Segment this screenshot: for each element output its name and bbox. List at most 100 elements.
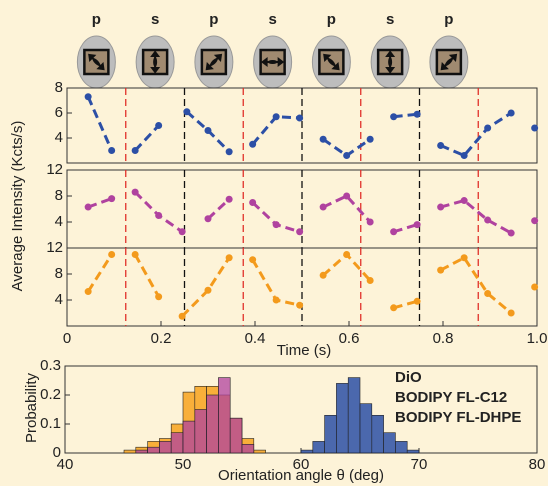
x-tick-label: 0.2 [151,330,172,347]
x-tick-label: 0.6 [339,330,360,347]
icon-arrow [385,50,396,74]
data-point [249,140,257,148]
y-tick-label: 4 [55,213,63,230]
data-point [155,212,163,219]
data-point [131,147,139,154]
data-point [178,312,186,320]
polarization-label: s [151,11,159,28]
legend-entry: BODIPY FL-C12 [395,389,507,406]
data-point [204,286,212,294]
icon-arrow [323,53,340,71]
histogram-bar [135,449,148,454]
data-point [296,228,304,236]
x-tick-label: 1.0 [527,330,548,347]
histogram-bar [194,409,207,454]
data-point [319,135,327,143]
data-point [131,188,139,196]
polarization-label: s [268,11,276,28]
x-tick-label: 0.8 [433,330,454,347]
data-point [108,251,116,258]
data-point [108,147,116,154]
histogram-bar [383,432,396,454]
histogram-bar [218,377,231,454]
polarization-label: s [386,11,394,28]
data-point [531,124,539,132]
data-point [225,148,233,156]
histogram-bar [241,443,255,454]
polarization-label: p [327,11,336,28]
data-point [204,127,212,134]
data-point [366,218,374,226]
y-tick-label: 4 [55,129,63,146]
x-tick-label: 0 [63,330,71,347]
data-point [108,195,116,203]
data-point [413,221,421,229]
data-point [484,290,492,297]
legend-entry: BODIPY FL-DHPE [395,409,521,426]
icon-arrow [440,53,458,71]
histogram-bar [159,441,172,454]
x-axis-label: Time (s) [277,342,331,359]
histogram-bar [229,417,243,454]
data-point [460,197,468,205]
y-tick-label: 8 [55,187,63,204]
y-tick-label: 0.2 [40,386,61,403]
data-point [390,228,398,236]
x-tick-label: 0.4 [245,330,266,347]
data-point [366,277,374,284]
icon [194,35,234,89]
data-point [460,254,468,262]
y-tick-label: 8 [55,79,63,96]
y-tick-label: 0.1 [40,415,61,432]
data-point [507,309,515,317]
histogram-bar [300,449,314,454]
x-tick-label: 80 [529,456,546,473]
icon [370,35,410,89]
icon [311,35,351,89]
data-point [366,135,374,143]
data-point [225,254,233,262]
histogram-bar [312,441,325,454]
arrow-dot [153,57,158,67]
arrow-dot [388,57,393,67]
histogram-bar [395,441,408,454]
data-point [131,251,139,258]
icon-arrow [205,53,223,71]
y-tick-label: 12 [46,161,63,178]
histogram-bar [324,414,337,454]
data-point [531,217,539,225]
data-point [249,199,257,206]
histogram-bar [336,383,349,454]
data-point [437,142,445,149]
y-tick-label: 6 [55,104,63,121]
y-tick-label: 12 [46,239,63,256]
data-point [319,203,327,211]
data-point [84,288,92,296]
histogram-bar [347,377,361,454]
data-point [155,293,163,301]
y-tick-label: 0.3 [40,357,61,374]
data-point [84,203,92,211]
histogram-bar [359,403,373,454]
x-tick-label: 60 [293,456,310,473]
histogram-bar [182,420,196,454]
data-point [460,152,468,159]
data-point [178,228,186,236]
arrow-shape [323,53,340,71]
arrow-dot [327,58,336,66]
polarization-label: p [92,11,101,28]
data-point [484,216,492,224]
arrow-dot [445,58,453,66]
icon-arrow [150,50,161,74]
y-axis-label: Probability [23,372,40,443]
icon [429,35,469,89]
x-axis-label: Orientation angle θ (deg) [218,467,384,484]
icon [135,35,175,89]
data-point [413,110,421,118]
histogram-bar [123,449,137,454]
x-tick-label: 70 [411,456,428,473]
histogram-bar [170,432,184,454]
arrow-dot [92,58,101,66]
y-tick-label: 8 [55,265,63,282]
data-point [343,192,351,200]
